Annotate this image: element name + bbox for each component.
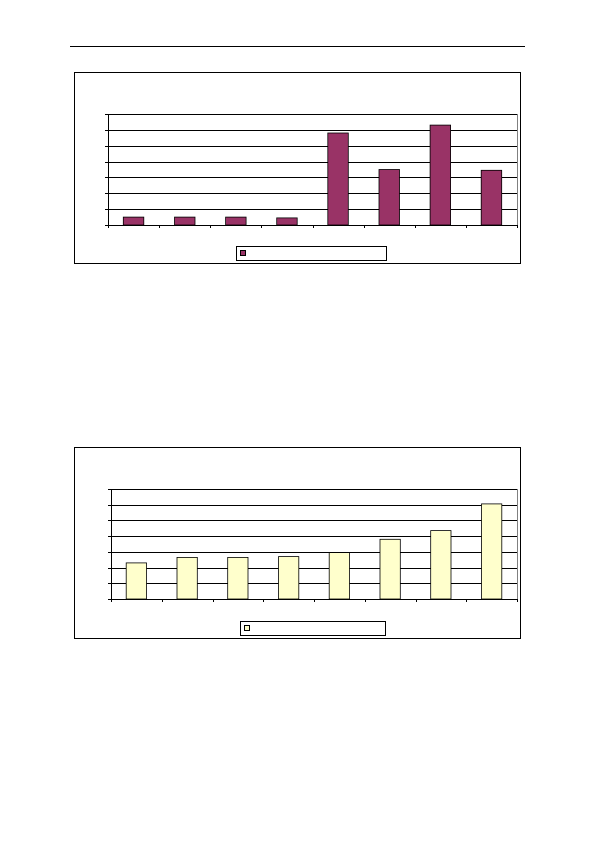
- chart-2-bar: [481, 503, 503, 600]
- page-header-rule: [70, 46, 525, 47]
- chart-2-bar: [176, 557, 198, 600]
- chart-1: [74, 72, 521, 264]
- chart-2-bar: [278, 556, 300, 600]
- chart-2-legend: [240, 621, 386, 636]
- chart-2-bar: [328, 552, 350, 600]
- chart-2-legend-swatch: [244, 625, 250, 631]
- chart-1-bar: [174, 216, 196, 226]
- chart-1-legend: [236, 246, 387, 261]
- chart-1-bar: [327, 132, 349, 226]
- chart-2-plot: [108, 489, 518, 602]
- chart-1-bar: [122, 216, 145, 226]
- chart-2-bar: [379, 538, 401, 600]
- chart-1-bar: [429, 124, 452, 226]
- chart-1-bar: [276, 217, 298, 226]
- chart-2-bar: [125, 562, 147, 600]
- chart-1-plot: [105, 114, 518, 228]
- chart-2: [74, 447, 521, 639]
- chart-2-bar: [430, 530, 452, 600]
- chart-1-legend-swatch: [240, 250, 246, 256]
- chart-1-bar: [480, 169, 503, 226]
- chart-1-bar: [378, 169, 400, 226]
- chart-1-bar: [225, 216, 247, 226]
- chart-2-bar: [227, 557, 249, 600]
